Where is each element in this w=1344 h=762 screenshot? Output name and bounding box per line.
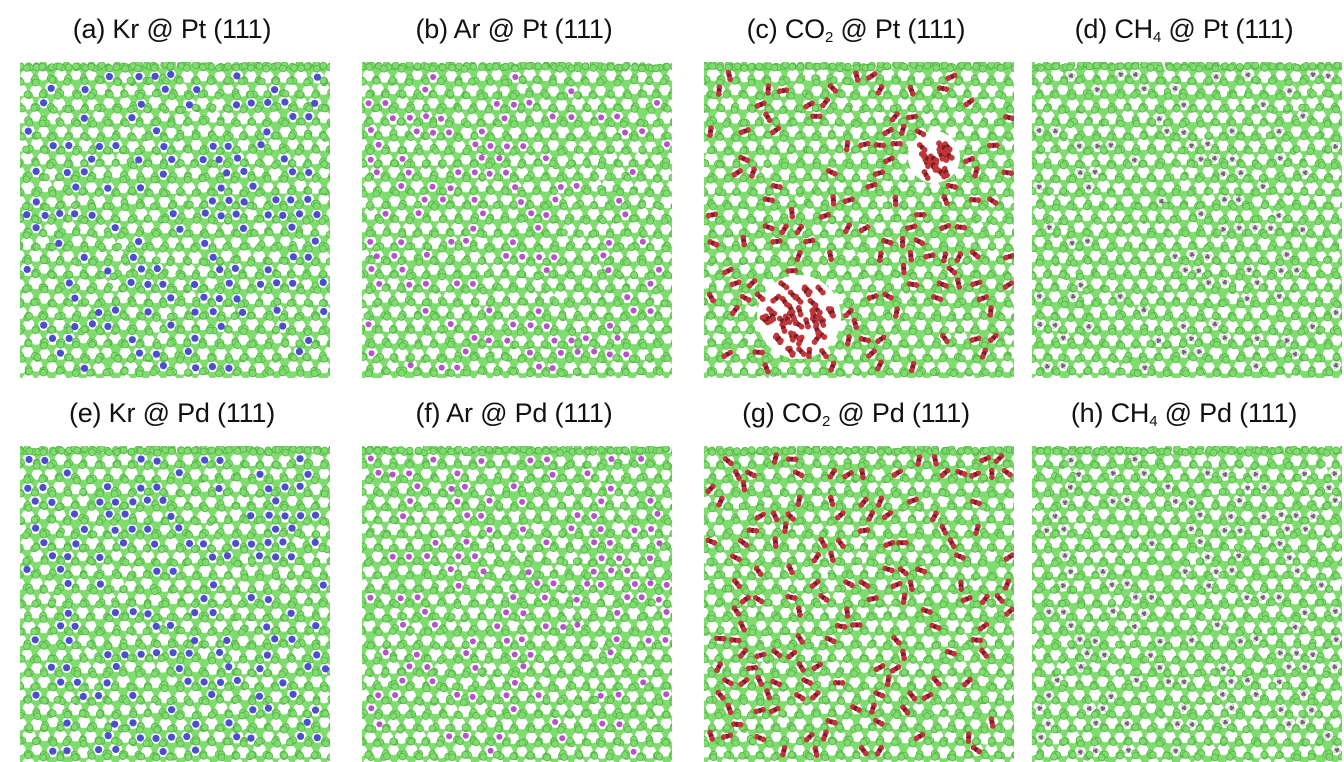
panel-g: (g) CO2 @ Pd (111): [696, 384, 1016, 762]
panel-title: (c) CO2 @ Pt (111): [696, 14, 1016, 45]
lattice-snapshot: [362, 62, 672, 378]
panel-b: (b) Ar @ Pt (111): [354, 0, 674, 378]
panel-title: (d) CH4 @ Pt (111): [1024, 14, 1344, 45]
panel-title: (a) Kr @ Pt (111): [12, 14, 332, 45]
panel-title: (e) Kr @ Pd (111): [12, 398, 332, 429]
panel-title: (b) Ar @ Pt (111): [354, 14, 674, 45]
panel-title: (f) Ar @ Pd (111): [354, 398, 674, 429]
lattice-snapshot: [362, 446, 672, 762]
lattice-snapshot: [704, 446, 1014, 762]
lattice-snapshot: [704, 62, 1014, 378]
lattice-snapshot: [20, 62, 330, 378]
panel-f: (f) Ar @ Pd (111): [354, 384, 674, 762]
panel-d: (d) CH4 @ Pt (111): [1024, 0, 1344, 378]
lattice-snapshot: [1032, 446, 1342, 762]
panel-h: (h) CH4 @ Pd (111): [1024, 384, 1344, 762]
panel-c: (c) CO2 @ Pt (111): [696, 0, 1016, 378]
panel-e: (e) Kr @ Pd (111): [12, 384, 332, 762]
lattice-snapshot: [20, 446, 330, 762]
panel-title: (g) CO2 @ Pd (111): [696, 398, 1016, 429]
lattice-snapshot: [1032, 62, 1342, 378]
panel-title: (h) CH4 @ Pd (111): [1024, 398, 1344, 429]
panel-a: (a) Kr @ Pt (111): [12, 0, 332, 378]
